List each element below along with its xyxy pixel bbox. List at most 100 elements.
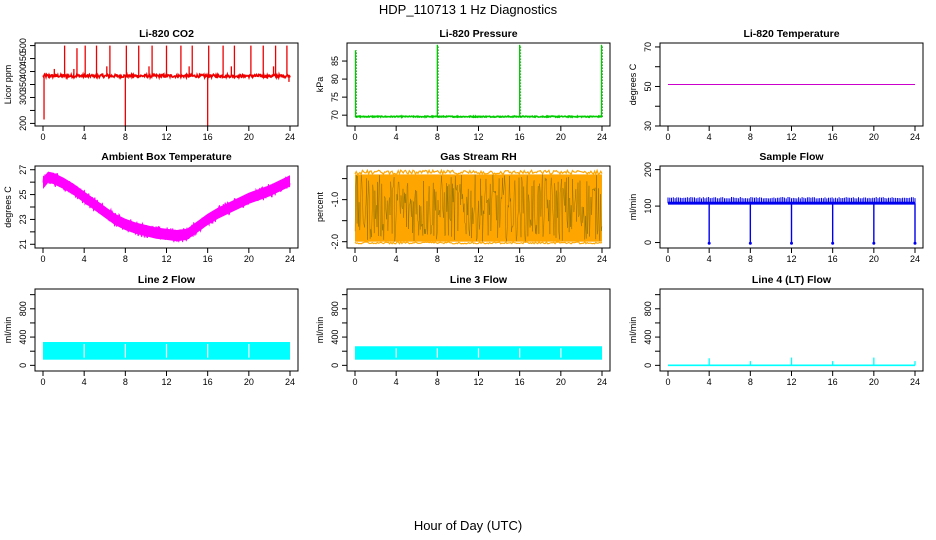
x-tick-label: 16 — [515, 254, 525, 264]
y-tick-label: 400 — [643, 330, 653, 345]
shared-x-axis-label: Hour of Day (UTC) — [413, 518, 523, 533]
x-tick-label: 8 — [123, 377, 128, 387]
y-tick-label: 300 — [18, 90, 28, 105]
dip-point-5 — [872, 241, 876, 245]
x-tick-label: 24 — [597, 377, 607, 387]
series-lower-edge — [354, 240, 603, 245]
y-tick-label: 75 — [330, 92, 340, 102]
x-tick-label: 20 — [869, 132, 879, 142]
x-tick-label: 4 — [394, 254, 399, 264]
y-tick-label: 80 — [330, 74, 340, 84]
y-tick-label: 350 — [18, 77, 28, 92]
x-tick-label: 20 — [556, 132, 566, 142]
x-tick-label: 24 — [910, 132, 920, 142]
x-tick-label: 12 — [161, 377, 171, 387]
y-tick-label: 85 — [330, 56, 340, 66]
x-tick-label: 12 — [786, 132, 796, 142]
x-tick-label: 0 — [352, 254, 357, 264]
series-noise — [42, 172, 291, 243]
x-tick-label: 20 — [869, 377, 879, 387]
series-line — [354, 114, 603, 119]
x-tick-label: 24 — [285, 254, 295, 264]
chart-title: Line 3 Flow — [450, 274, 508, 286]
x-tick-label: 16 — [828, 254, 838, 264]
x-tick-label: 20 — [244, 377, 254, 387]
x-tick-label: 16 — [515, 377, 525, 387]
plot-frame — [346, 42, 611, 127]
x-tick-label: 0 — [665, 132, 670, 142]
series-layer — [43, 342, 290, 360]
y-tick-label: 200 — [18, 116, 28, 131]
x-tick-label: 8 — [123, 254, 128, 264]
x-tick-label: 12 — [161, 254, 171, 264]
y-tick-label: 100 — [643, 199, 653, 214]
y-tick-label: 450 — [18, 51, 28, 66]
x-tick-label: 8 — [435, 377, 440, 387]
x-tick-label: 16 — [203, 254, 213, 264]
x-tick-label: 4 — [82, 377, 87, 387]
y-tick-label: -1.0 — [330, 192, 340, 208]
x-tick-label: 20 — [556, 377, 566, 387]
series-layer — [355, 346, 602, 360]
x-tick-label: 16 — [828, 132, 838, 142]
y-tick-label: 200 — [643, 162, 653, 177]
series-layer — [42, 45, 291, 126]
y-tick-label: 27 — [18, 165, 28, 175]
chart-panel-4: Ambient Box Temperature degrees C 0 4 8 12 16 2… — [3, 151, 299, 264]
y-axis-label: ml/min — [628, 317, 638, 344]
series-ticks — [667, 197, 916, 204]
chart-panel-8: Line 3 Flow ml/min 0 4 8 12 16 20 24 0 400 800 — [315, 274, 611, 387]
y-axis-label: ml/min — [628, 194, 638, 221]
y-tick-label: 50 — [643, 81, 653, 91]
x-tick-label: 16 — [828, 377, 838, 387]
y-tick-label: 800 — [330, 301, 340, 316]
x-tick-label: 4 — [707, 132, 712, 142]
x-tick-label: 12 — [786, 377, 796, 387]
x-tick-label: 4 — [394, 377, 399, 387]
chart-panel-3: Li-820 Temperature degrees C 0 4 8 12 16 20 24 30… — [628, 28, 924, 142]
x-tick-label: 8 — [748, 377, 753, 387]
x-tick-label: 4 — [82, 254, 87, 264]
x-tick-label: 12 — [473, 132, 483, 142]
x-tick-label: 24 — [285, 132, 295, 142]
chart-title: Gas Stream RH — [440, 151, 516, 163]
x-tick-label: 24 — [910, 254, 920, 264]
dip-point-1 — [707, 241, 711, 245]
y-tick-label: -2.0 — [330, 234, 340, 250]
y-tick-label: 800 — [18, 301, 28, 316]
x-tick-label: 16 — [203, 132, 213, 142]
y-tick-label: 23 — [18, 214, 28, 224]
series-layer — [354, 168, 603, 245]
series-layer — [42, 171, 291, 243]
x-tick-label: 4 — [82, 132, 87, 142]
chart-title: Sample Flow — [759, 151, 824, 163]
chart-panel-6: Sample Flow ml/min 0 4 8 12 16 20 24 0 100 200 — [628, 151, 924, 264]
x-tick-label: 16 — [203, 377, 213, 387]
chart-title: Li-820 Temperature — [743, 28, 839, 40]
y-axis-label: Licor ppm — [3, 65, 13, 105]
x-tick-label: 16 — [515, 132, 525, 142]
chart-title: Ambient Box Temperature — [101, 151, 232, 163]
x-tick-label: 0 — [352, 132, 357, 142]
x-tick-label: 8 — [435, 254, 440, 264]
y-tick-label: 21 — [18, 239, 28, 249]
x-tick-label: 4 — [394, 132, 399, 142]
chart-panel-2: Li-820 Pressure kPa 0 4 8 12 16 20 24 70 75 80 85 — [315, 28, 611, 142]
x-tick-label: 20 — [869, 254, 879, 264]
x-tick-label: 12 — [473, 254, 483, 264]
y-tick-label: 400 — [330, 330, 340, 345]
x-tick-label: 0 — [665, 254, 670, 264]
y-axis-label: ml/min — [3, 317, 13, 344]
x-tick-label: 24 — [910, 377, 920, 387]
y-tick-label: 0 — [643, 363, 653, 368]
x-tick-label: 24 — [597, 132, 607, 142]
x-tick-label: 24 — [285, 377, 295, 387]
series-upper-edge — [354, 168, 603, 176]
x-tick-label: 8 — [748, 254, 753, 264]
x-tick-label: 12 — [161, 132, 171, 142]
dip-point-2 — [748, 241, 752, 245]
y-axis-label: kPa — [315, 77, 325, 93]
chart-title: Line 2 Flow — [138, 274, 196, 286]
x-tick-label: 12 — [786, 254, 796, 264]
series-layer — [667, 197, 917, 245]
